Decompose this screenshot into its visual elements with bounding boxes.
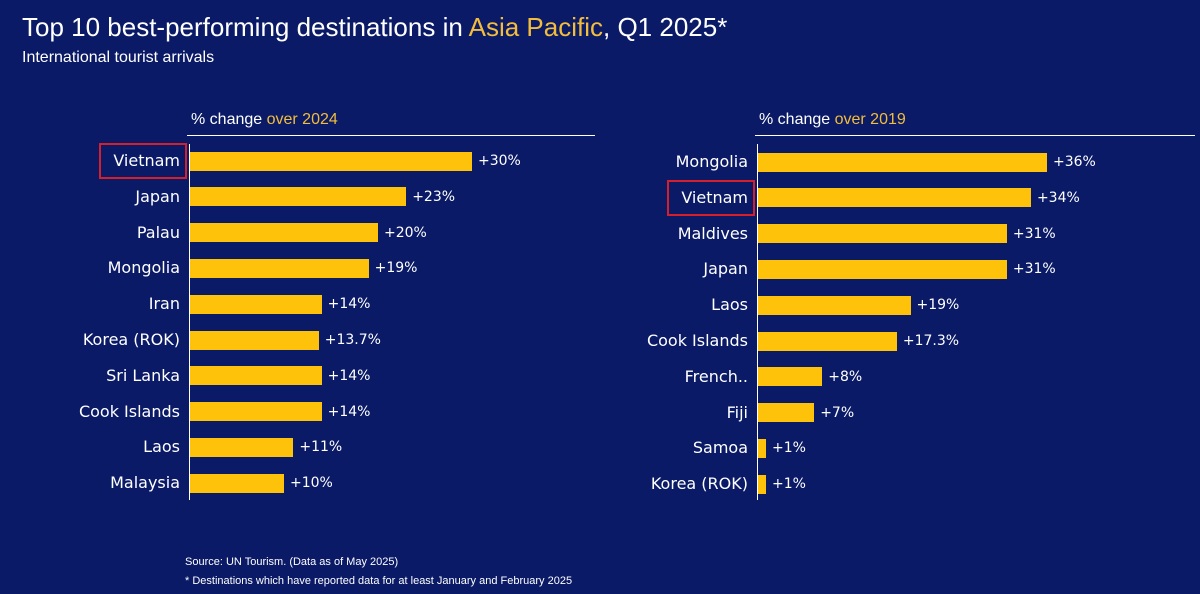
value-label-korea-rok: +13.7%	[324, 332, 381, 348]
category-label-japan: Japan	[703, 259, 748, 279]
value-label-samoa: +1%	[772, 440, 806, 457]
title-highlight: Asia Pacific	[468, 12, 603, 42]
header-highlight: over 2019	[834, 111, 906, 128]
bar-cook-islands	[190, 402, 322, 422]
title-text-before: Top 10 best-performing destinations in	[22, 12, 469, 42]
header-rule	[187, 135, 595, 136]
category-axis-line	[189, 144, 190, 500]
bar-japan	[190, 187, 407, 207]
bar-iran	[190, 294, 322, 314]
value-label-laos: +19%	[916, 297, 960, 314]
category-label-mongolia: Mongolia	[675, 152, 748, 171]
bar-sri-lanka	[190, 366, 322, 386]
category-axis-line	[757, 144, 758, 500]
value-label-vietnam: +34%	[1036, 189, 1080, 206]
footer-source: Source: UN Tourism. (Data as of May 2025…	[185, 556, 399, 568]
category-label-cook-islands: Cook Islands	[78, 401, 180, 421]
value-label-japan: +31%	[1012, 261, 1056, 278]
header-prefix: % change	[759, 111, 835, 128]
value-label-cook-islands: +14%	[327, 403, 371, 420]
value-label-french: +8%	[828, 368, 863, 385]
value-label-iran: +14%	[327, 296, 371, 313]
chart-change-over-2024: % change over 2024 Vietnam +30% Japan +23% P…	[0, 100, 600, 510]
footer-note: * Destinations which have reported data …	[185, 575, 573, 587]
category-label-vietnam: Vietnam	[113, 151, 180, 170]
category-label-cook-islands: Cook Islands	[646, 331, 748, 350]
category-label-mongolia: Mongolia	[107, 258, 180, 278]
value-label-maldives: +31%	[1012, 225, 1056, 242]
category-label-korea-rok: Korea (ROK)	[82, 330, 180, 349]
header-rule	[755, 135, 1195, 136]
category-label-laos: Laos	[711, 295, 748, 315]
bar-palau	[190, 223, 378, 243]
bar-maldives	[758, 224, 1007, 244]
bar-laos	[190, 437, 294, 457]
value-label-japan: +23%	[412, 188, 456, 205]
category-label-vietnam: Vietnam	[681, 187, 748, 207]
bar-korea-rok	[190, 330, 319, 350]
category-label-french: French..	[684, 366, 748, 386]
value-label-sri-lanka: +14%	[327, 367, 371, 384]
bar-samoa	[758, 438, 767, 458]
bar-korea-rok	[758, 474, 767, 494]
header-highlight: over 2024	[266, 111, 338, 128]
bar-french	[758, 367, 823, 387]
category-label-malaysia: Malaysia	[110, 473, 180, 493]
chart-change-over-2019: % change over 2019 Mongolia +36% Vietnam +3…	[600, 100, 1200, 510]
bar-fiji	[758, 403, 815, 423]
category-label-fiji: Fiji	[726, 402, 748, 422]
chart-header: % change over 2024	[191, 111, 338, 129]
bar-mongolia	[758, 152, 1047, 172]
value-label-malaysia: +10%	[290, 475, 333, 492]
bar-japan	[758, 259, 1007, 279]
value-label-palau: +20%	[384, 224, 427, 241]
category-label-korea-rok: Korea (ROK)	[650, 474, 748, 494]
value-label-mongolia: +19%	[374, 260, 418, 277]
bar-malaysia	[190, 473, 284, 493]
chart-subtitle: International tourist arrivals	[22, 49, 215, 66]
category-label-laos: Laos	[143, 437, 180, 457]
bar-vietnam	[190, 151, 472, 171]
value-label-cook-islands: +17.3%	[902, 333, 960, 349]
value-label-vietnam: +30%	[478, 153, 521, 169]
chart-title: Top 10 best-performing destinations in A…	[22, 12, 727, 43]
header-prefix: % change	[191, 111, 267, 128]
bar-mongolia	[190, 258, 369, 278]
value-label-fiji: +7%	[820, 404, 855, 421]
category-label-palau: Palau	[136, 222, 180, 242]
title-text-after: , Q1 2025*	[603, 12, 728, 42]
value-label-laos: +11%	[299, 439, 343, 456]
bar-vietnam	[758, 188, 1031, 208]
value-label-korea-rok: +1%	[772, 476, 806, 493]
category-label-iran: Iran	[148, 294, 180, 314]
category-label-samoa: Samoa	[692, 438, 748, 458]
bar-cook-islands	[758, 331, 897, 351]
value-label-mongolia: +36%	[1053, 154, 1096, 170]
category-label-sri-lanka: Sri Lanka	[106, 365, 180, 385]
category-label-japan: Japan	[135, 186, 180, 206]
chart-header: % change over 2019	[759, 111, 906, 129]
category-label-maldives: Maldives	[677, 223, 748, 243]
bar-laos	[758, 295, 911, 315]
